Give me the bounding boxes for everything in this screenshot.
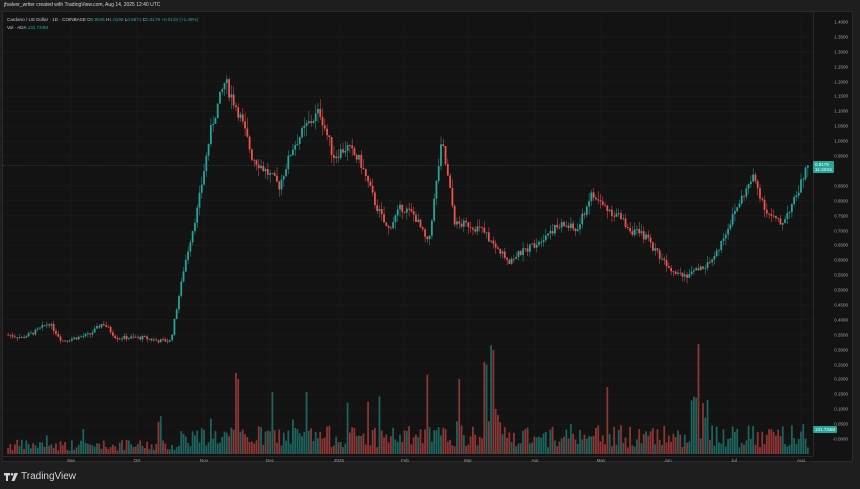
time-tick: Apr [531,458,539,463]
price-tick: 1.1000 [834,108,848,114]
time-tick: Dec [265,458,275,463]
chart-panel[interactable]: Cardano / US Dollar · 1D · COINBASE O0.9… [2,11,855,464]
last-volume-value: 131.734M [815,427,836,432]
price-tick: 1.2000 [834,79,848,85]
price-tick: -0.0000 [832,436,848,442]
open-value: 0.9045 [90,17,105,22]
attribution-text: jfsalver_writer created with TradingView… [4,2,161,8]
last-price-badge: 0.9179 11:19:51 [813,160,835,173]
bar-countdown: 11:19:51 [815,166,833,172]
symbol-name: Cardano / US Dollar · 1D · COINBASE [7,17,86,22]
price-tick: 0.8500 [834,183,848,189]
price-tick: 1.0500 [834,123,848,129]
price-tick: 0.0500 [834,421,848,427]
price-tick: 1.3000 [834,49,848,55]
price-tick: 1.4000 [834,19,848,25]
tradingview-brand: TradingView [21,471,77,482]
tradingview-logo[interactable]: TradingView [4,471,76,482]
price-tick: 0.2500 [834,362,848,368]
price-tick: 1.1500 [834,93,848,99]
time-tick: Oct [133,458,141,463]
candlestick-chart[interactable] [3,12,813,456]
time-tick: 2025 [333,458,345,463]
volume-label: Vol · ADA [7,25,27,30]
last-volume-badge: 131.734M [813,426,838,433]
price-tick: 0.4000 [834,317,848,323]
close-label: C [142,17,146,22]
price-tick: 1.2500 [834,64,848,70]
price-tick: 0.2000 [834,376,848,382]
low-label: L [124,17,128,22]
time-tick: Nov [199,458,209,463]
volume-legend-row: Vol · ADA 131.734M [7,24,198,32]
price-tick: 0.1000 [834,406,848,412]
attribution-bar: jfsalver_writer created with TradingView… [0,0,860,11]
time-tick: Mar [464,458,472,463]
high-label: H [106,17,110,22]
price-tick: 0.1500 [834,391,848,397]
price-axis[interactable]: 1.4000 1.3500 1.3000 1.2500 1.2000 1.1500 1.10… [813,12,855,456]
price-tick: 0.7000 [834,228,848,233]
plot-area[interactable]: Cardano / US Dollar · 1D · COINBASE O0.9… [3,12,813,456]
price-tick: 0.3000 [834,347,848,353]
close-value: 0.9179 [146,17,161,22]
price-tick: 1.3500 [834,34,848,40]
price-tick: 0.6500 [834,242,848,248]
volume-value: 131.734M [27,25,49,30]
time-tick: Aug [796,458,806,463]
open-label: O [87,17,91,22]
price-tick: 0.5000 [834,287,848,293]
price-tick: 0.6000 [834,257,848,263]
low-value: 0.8871 [127,17,142,22]
time-tick: Feb [401,458,409,463]
price-tick: 0.8000 [834,198,848,204]
price-tick: 0.9500 [834,153,848,159]
time-axis[interactable]: Sep Oct Nov Dec 2025 Feb Mar Apr May Jun Jul Aug [3,456,813,464]
time-tick: Sep [66,458,76,463]
price-tick: 0.7500 [834,213,848,219]
chart-legend: Cardano / US Dollar · 1D · COINBASE O0.9… [7,16,198,32]
last-price-value: 0.9179 [815,161,829,167]
time-tick: Jun [664,458,672,463]
time-tick: May [596,458,606,463]
price-tick: 0.4500 [834,302,848,308]
time-tick: Jul [731,458,737,463]
symbol-legend-row: Cardano / US Dollar · 1D · COINBASE O0.9… [7,16,198,24]
footer: TradingView [0,462,860,489]
price-tick: 1.0000 [834,138,848,144]
high-value: 1.0196 [109,17,124,22]
tradingview-logo-icon [4,472,18,481]
price-tick: 0.3500 [834,332,848,338]
change-value: +0.0134 (+1.48%) [161,17,199,22]
price-tick: 0.5500 [834,272,848,278]
